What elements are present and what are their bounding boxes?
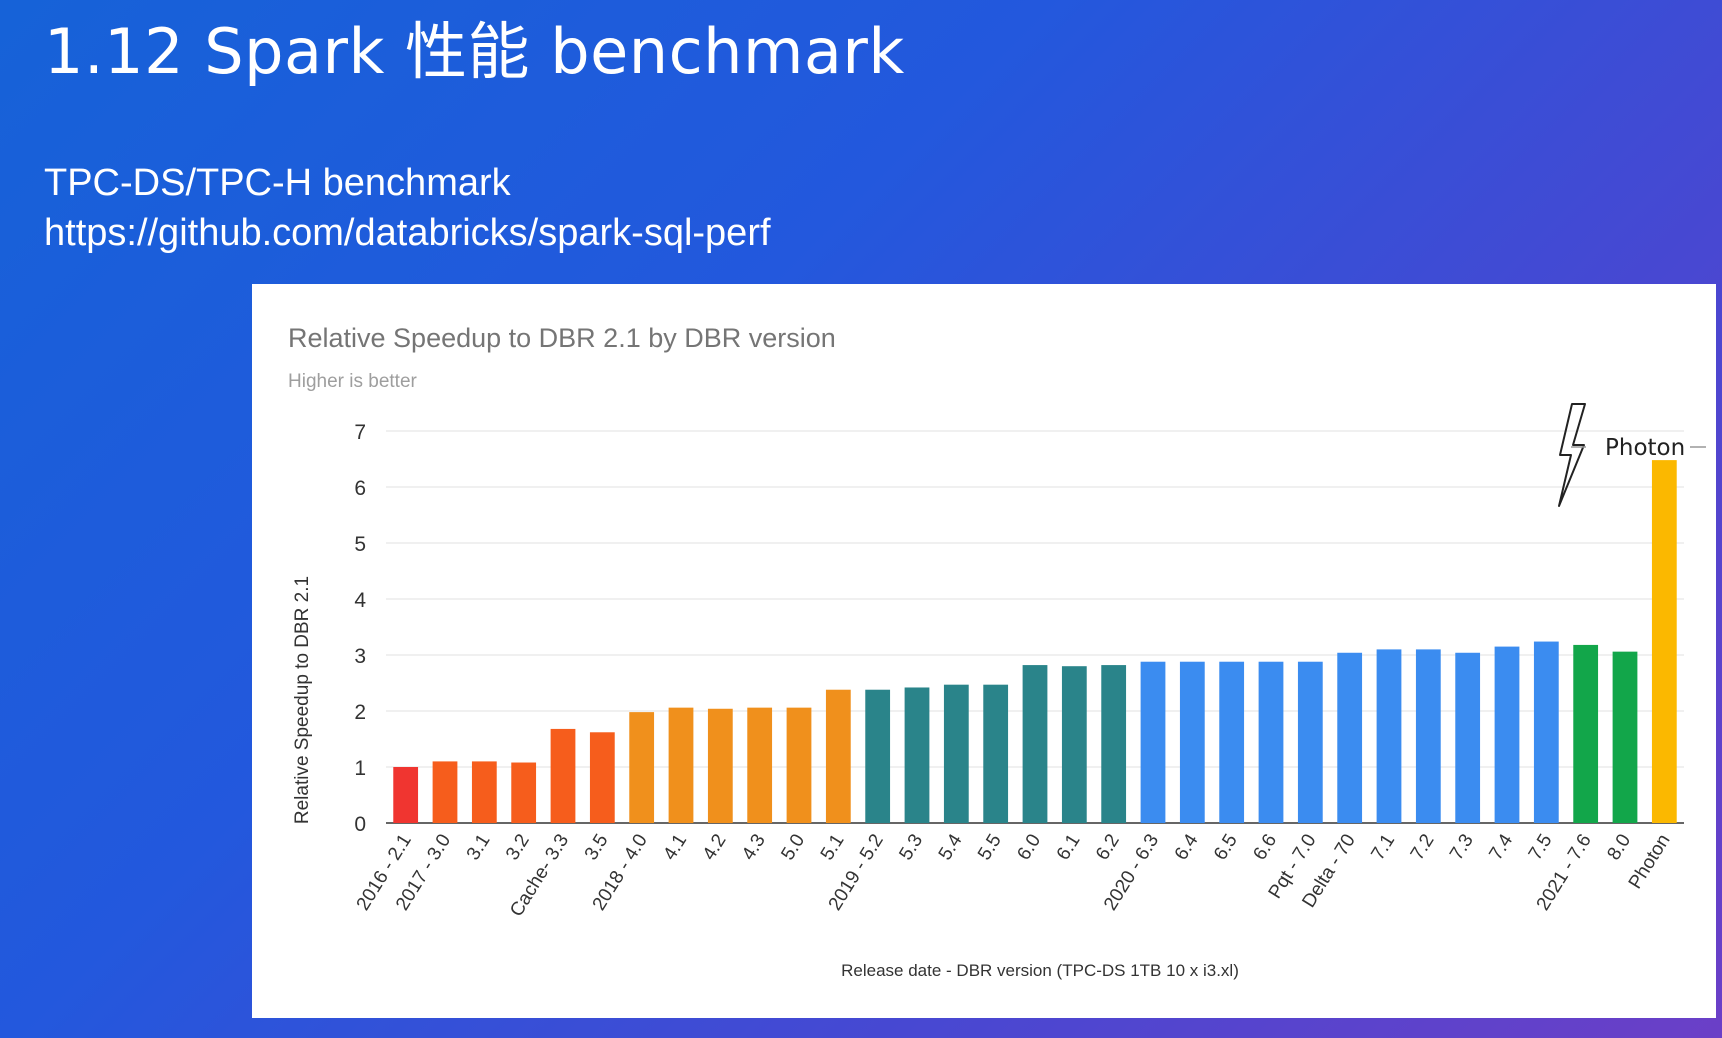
- x-tick-label: 5.3: [895, 831, 927, 865]
- x-tick-label: 6.0: [1013, 831, 1045, 865]
- x-tick-label: 5.1: [817, 831, 849, 865]
- bar-cache-3-3: [550, 728, 576, 823]
- bar-4-3: [747, 707, 773, 823]
- x-tick-label: 6.2: [1092, 831, 1124, 865]
- bar-2020-6-3: [1140, 661, 1166, 823]
- x-tick-label: 7.1: [1367, 831, 1399, 865]
- bar-3-1: [471, 761, 497, 823]
- y-tick-label: 7: [354, 421, 366, 444]
- annotation-label: Photon: [1605, 435, 1685, 461]
- x-tick-label: 4.1: [659, 831, 691, 865]
- bar-delta-70: [1337, 652, 1363, 823]
- x-tick-label: 3.2: [502, 831, 534, 865]
- x-tick-label: 7.3: [1446, 831, 1478, 865]
- x-axis-label: Release date - DBR version (TPC-DS 1TB 1…: [841, 961, 1239, 980]
- bar-pqt-7-0: [1297, 661, 1323, 823]
- y-tick-label: 5: [354, 533, 366, 556]
- x-tick-label: 6.1: [1053, 831, 1085, 865]
- bar-7-4: [1494, 646, 1520, 823]
- chart-title: Relative Speedup to DBR 2.1 by DBR versi…: [288, 323, 836, 353]
- bar-3-5: [589, 732, 615, 823]
- bar-5-4: [943, 684, 969, 823]
- bar-7-2: [1415, 649, 1441, 823]
- x-tick-label: 6.4: [1171, 830, 1203, 864]
- bar-4-1: [668, 707, 694, 823]
- bar-2018-4-0: [629, 712, 655, 823]
- x-tick-label: 7.5: [1525, 831, 1557, 865]
- bar-6-4: [1179, 661, 1205, 823]
- bar-3-2: [511, 762, 537, 823]
- bar-6-6: [1258, 661, 1284, 823]
- x-tick-label: 6.5: [1210, 831, 1242, 865]
- bar-7-3: [1455, 652, 1481, 823]
- bar-chart: Relative Speedup to DBR 2.1 by DBR versi…: [288, 323, 1706, 980]
- photon-annotation: Photon: [1558, 403, 1706, 507]
- bars: [393, 460, 1677, 823]
- chart-card: Relative Speedup to DBR 2.1 by DBR versi…: [252, 284, 1716, 1018]
- bar-6-0: [1022, 665, 1048, 823]
- bar-5-5: [983, 684, 1009, 823]
- y-tick-label: 2: [354, 701, 366, 724]
- bar-7-5: [1533, 641, 1559, 823]
- bar-8-0: [1612, 651, 1638, 823]
- bar-4-2: [707, 708, 733, 823]
- bar-2017-3-0: [432, 761, 458, 823]
- bar-6-5: [1219, 661, 1245, 823]
- slide-subtitle: TPC-DS/TPC-H benchmark https://github.co…: [44, 158, 771, 258]
- y-axis-label: Relative Speedup to DBR 2.1: [292, 576, 313, 824]
- x-tick-label: 5.5: [974, 831, 1006, 865]
- x-tick-label: 4.3: [738, 831, 770, 865]
- bar-6-2: [1101, 665, 1127, 823]
- x-tick-label: 5.4: [935, 830, 967, 864]
- x-tick-label: 7.2: [1407, 831, 1439, 865]
- bar-2019-5-2: [865, 689, 891, 823]
- x-tick-label: 3.5: [581, 831, 613, 865]
- y-tick-label: 3: [354, 645, 366, 668]
- bar-5-1: [825, 689, 851, 823]
- bar-7-1: [1376, 649, 1402, 823]
- y-tick-label: 4: [354, 589, 366, 612]
- chart-subtitle: Higher is better: [288, 371, 418, 392]
- x-tick-label: 6.6: [1249, 831, 1281, 865]
- x-tick-label: 5.0: [777, 831, 809, 865]
- bar-photon: [1651, 460, 1677, 823]
- x-tick-label: 7.4: [1485, 830, 1517, 864]
- y-axis-ticks: 0 1 2 3 4 5 6 7: [354, 421, 366, 836]
- bar-5-0: [786, 707, 812, 823]
- bar-5-3: [904, 687, 930, 823]
- x-tick-label: 8.0: [1603, 831, 1635, 865]
- repo-link[interactable]: https://github.com/databricks/spark-sql-…: [44, 212, 771, 254]
- bar-2021-7-6: [1573, 644, 1599, 823]
- slide-title: 1.12 Spark 性能 benchmark: [44, 15, 905, 88]
- lightning-bolt-icon: [1558, 403, 1586, 507]
- x-tick-label: 3.1: [463, 831, 495, 865]
- bar-2016-2-1: [393, 767, 419, 823]
- benchmark-name: TPC-DS/TPC-H benchmark: [44, 162, 511, 204]
- y-tick-label: 1: [354, 757, 366, 780]
- y-tick-label: 6: [354, 477, 366, 500]
- x-tick-label: 4.2: [699, 831, 731, 865]
- y-tick-label: 0: [354, 813, 366, 836]
- bar-6-1: [1061, 666, 1087, 823]
